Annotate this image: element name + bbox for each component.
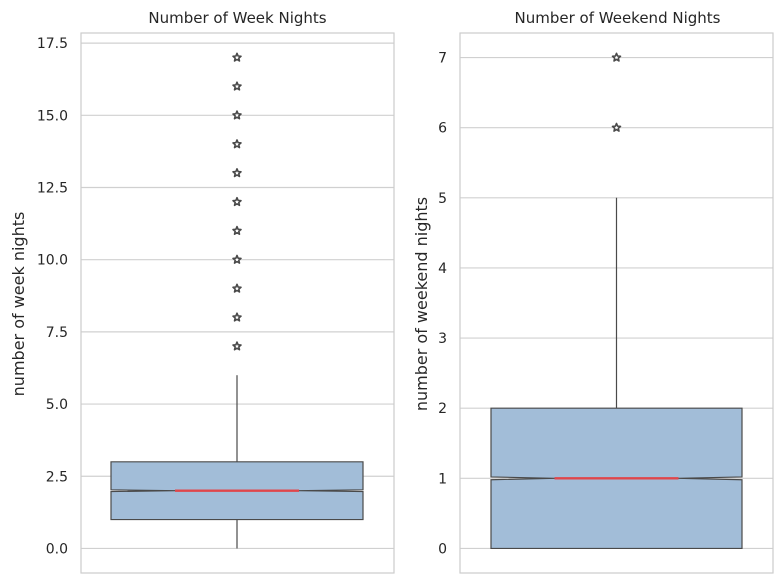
y-axis-label-week-nights: number of week nights	[9, 212, 28, 397]
plot-frame-weekend-nights	[459, 32, 774, 574]
outlier-point	[611, 52, 622, 62]
y-tick-label: 7	[438, 51, 447, 67]
y-tick-label: 3	[438, 331, 447, 347]
y-tick-label: 12.5	[37, 180, 68, 196]
y-tick-label: 0.0	[46, 541, 68, 557]
outlier-point	[232, 139, 242, 149]
y-tick-label: 5	[438, 191, 447, 207]
outlier-point	[232, 110, 242, 120]
y-axis-label-weekend-nights: number of weekend nights	[412, 197, 431, 411]
outlier-point	[232, 168, 242, 178]
outlier-point	[232, 196, 242, 207]
y-tick-label: 1	[438, 471, 447, 487]
outlier-point	[232, 341, 242, 351]
y-tick-label: 17.5	[37, 36, 68, 52]
y-tick-label: 15.0	[37, 108, 68, 124]
y-tick-labels-weekend-nights: 0 1 2 3 4 5 6 7	[438, 51, 447, 558]
y-tick-label: 7.5	[46, 325, 68, 341]
outlier-point	[232, 52, 242, 62]
y-tick-label: 2.5	[46, 469, 68, 485]
plot-frame-week-nights	[80, 32, 395, 574]
panel-week-nights: Number of Week Nights number of week nig…	[9, 9, 395, 574]
y-tick-label: 6	[438, 121, 447, 137]
y-tick-label: 2	[438, 401, 447, 417]
boxplot-week-nights	[110, 52, 364, 549]
outlier-point	[232, 312, 242, 322]
boxplot-weekend-nights	[490, 52, 743, 550]
outlier-point	[232, 81, 242, 91]
chart-title-weekend-nights: Number of Weekend Nights	[515, 9, 721, 27]
y-tick-label: 10.0	[37, 253, 68, 269]
chart-title-week-nights: Number of Week Nights	[148, 9, 326, 27]
outlier-point	[611, 122, 622, 132]
outlier-point	[232, 283, 242, 293]
panel-weekend-nights: Number of Weekend Nights number of weeke…	[412, 9, 774, 574]
y-tick-label: 0	[438, 541, 447, 557]
outlier-point	[232, 225, 242, 236]
y-tick-label: 5.0	[46, 397, 68, 413]
outlier-point	[232, 254, 242, 264]
y-tick-labels-week-nights: 0.0 2.5 5.0 7.5 10.0 12.5 15.0 17.5	[37, 36, 68, 557]
y-tick-label: 4	[438, 261, 447, 277]
